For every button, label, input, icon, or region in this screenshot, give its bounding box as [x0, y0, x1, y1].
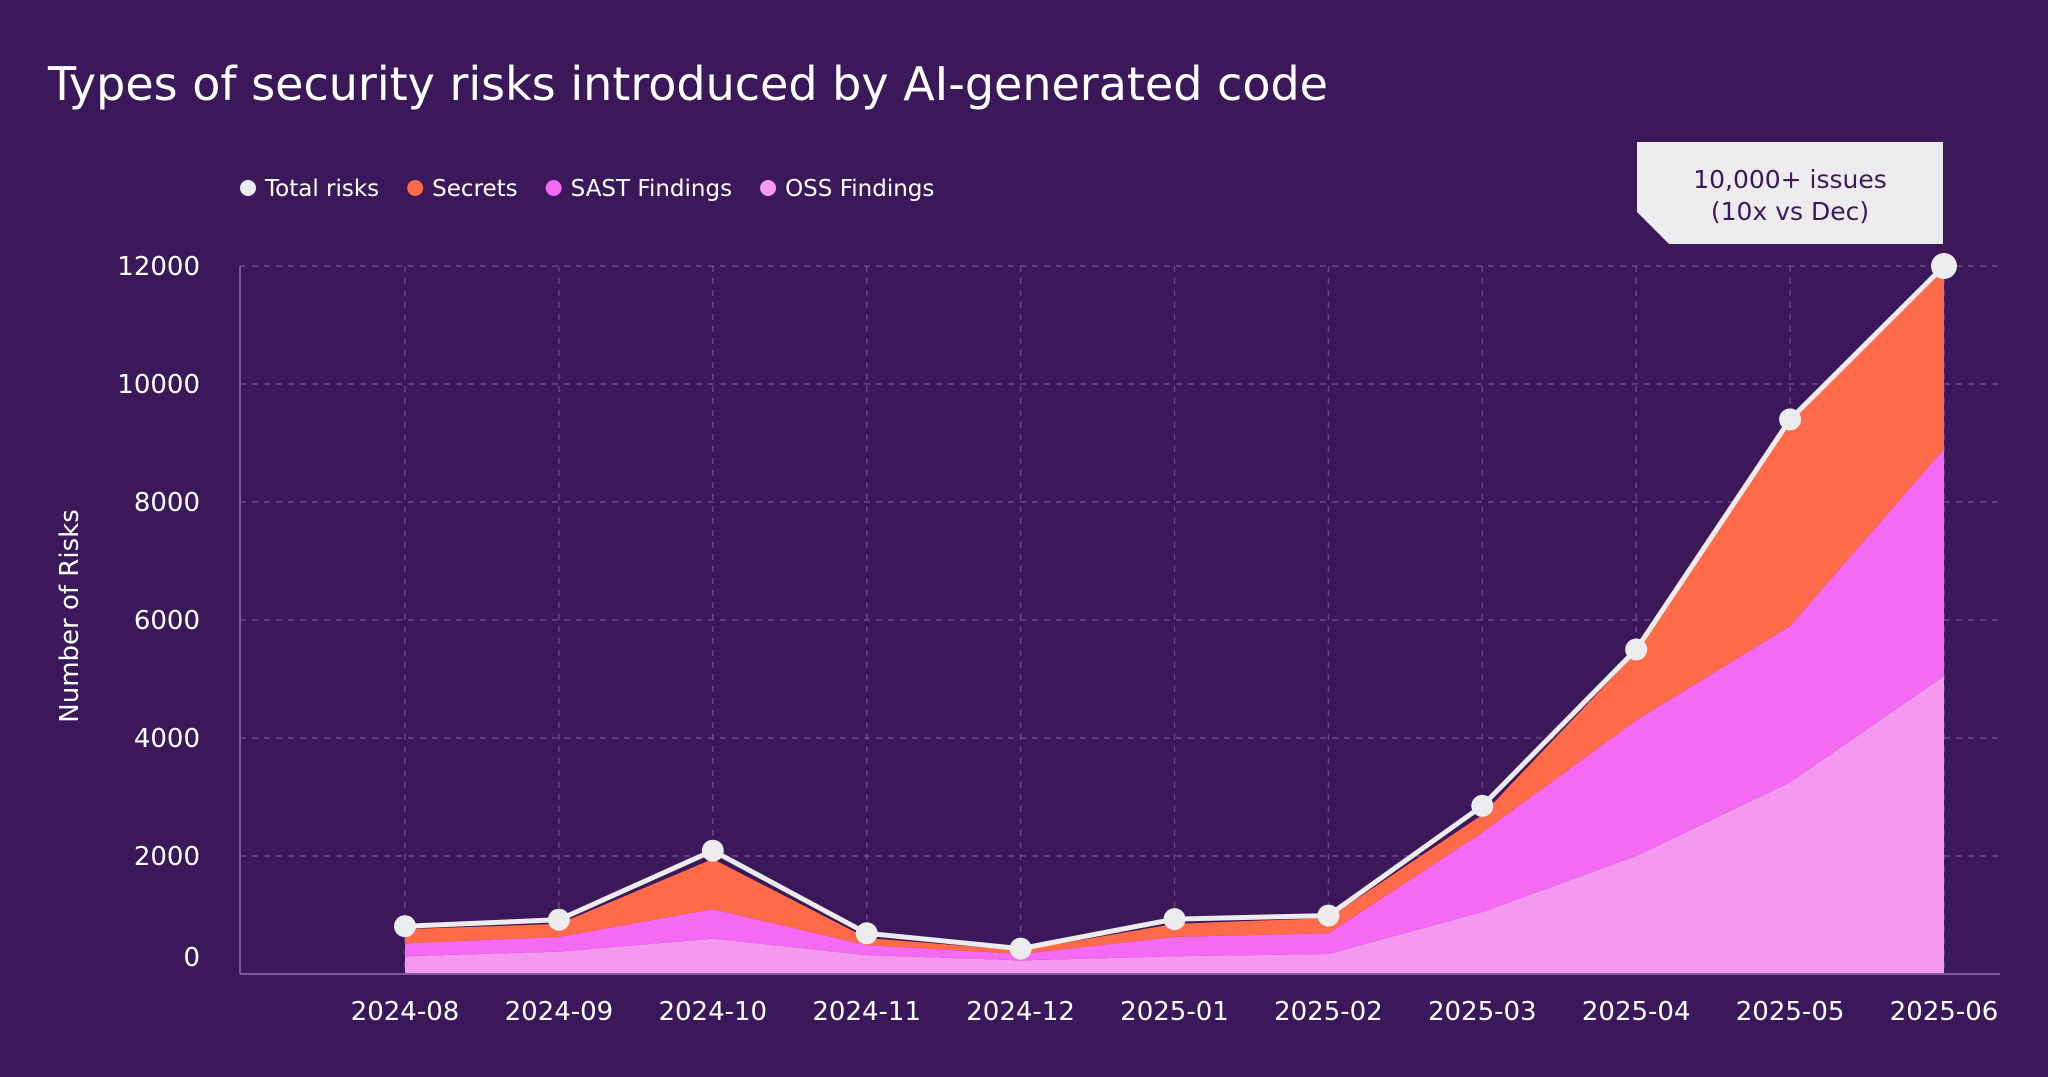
x-tick-label-2024-09: 2024-09	[505, 997, 614, 1027]
total-risks-point-2025-05	[1779, 408, 1802, 431]
legend-swatch-sast-findings	[545, 180, 562, 196]
x-tick-label-2024-08: 2024-08	[351, 997, 460, 1027]
legend-label-oss-findings: OSS Findings	[785, 176, 934, 202]
total-risks-point-2024-11	[855, 922, 878, 945]
total-risks-point-2025-01	[1163, 908, 1186, 931]
y-tick-label-10000: 10000	[117, 370, 200, 400]
annotation-line-1: 10,000+ issues	[1693, 165, 1887, 194]
area-oss-findings	[405, 676, 1944, 974]
x-tick-label-2024-10: 2024-10	[658, 997, 767, 1027]
y-tick-label-8000: 8000	[134, 488, 200, 518]
total-risks-point-2025-04	[1625, 638, 1648, 661]
x-tick-label-2025-03: 2025-03	[1428, 997, 1537, 1027]
legend-label-secrets: Secrets	[432, 176, 518, 202]
stacked-areas	[405, 266, 1944, 974]
total-risks-point-2025-02	[1317, 904, 1340, 927]
annotation-callout: 10,000+ issues (10x vs Dec)	[1637, 142, 1943, 244]
y-tick-label-4000: 4000	[134, 724, 200, 754]
y-axis-label: Number of Risks	[55, 509, 85, 722]
y-tick-label-12000: 12000	[117, 252, 200, 282]
y-tick-label-2000: 2000	[134, 842, 200, 872]
x-tick-label-2024-11: 2024-11	[812, 997, 921, 1027]
x-tick-label-2025-04: 2025-04	[1582, 997, 1691, 1027]
total-risks-point-2024-12	[1009, 937, 1032, 960]
x-tick-label-2025-06: 2025-06	[1890, 997, 1999, 1027]
total-risks-point-2024-09	[547, 908, 570, 931]
total-risks-point-2025-06	[1931, 253, 1957, 279]
annotation-box	[1637, 142, 1943, 244]
total-risks-point-2024-10	[701, 839, 724, 862]
total-risks-line	[394, 253, 1957, 960]
annotation-line-2: (10x vs Dec)	[1711, 197, 1869, 226]
legend-swatch-secrets	[407, 180, 424, 196]
axes	[239, 266, 2000, 975]
legend-swatch-oss-findings	[760, 180, 777, 196]
legend-swatch-total-risks	[240, 180, 256, 196]
legend-label-sast-findings: SAST Findings	[571, 176, 732, 202]
legend: Total risks Secrets SAST Findings OSS Findi…	[240, 176, 934, 202]
x-tick-label-2025-02: 2025-02	[1274, 997, 1383, 1027]
x-tick-label-2024-12: 2024-12	[966, 997, 1075, 1027]
x-tick-label-2025-05: 2025-05	[1736, 997, 1845, 1027]
total-risks-point-2025-03	[1471, 794, 1494, 817]
y-tick-label-0: 0	[183, 943, 200, 973]
area-sast-findings	[405, 448, 1944, 961]
y-tick-label-6000: 6000	[134, 606, 200, 636]
chart-title: Types of security risks introduced by AI…	[47, 57, 1328, 111]
x-tick-label-2025-01: 2025-01	[1120, 997, 1229, 1027]
y-tick-labels: 0 2000 4000 6000 8000 10000 12000	[117, 252, 200, 973]
x-tick-labels: 2024-08 2024-09 2024-10 2024-11 2024-12 2025-…	[351, 997, 1999, 1027]
legend-label-total-risks: Total risks	[264, 176, 379, 202]
total-risks-point-2024-08	[394, 915, 416, 938]
